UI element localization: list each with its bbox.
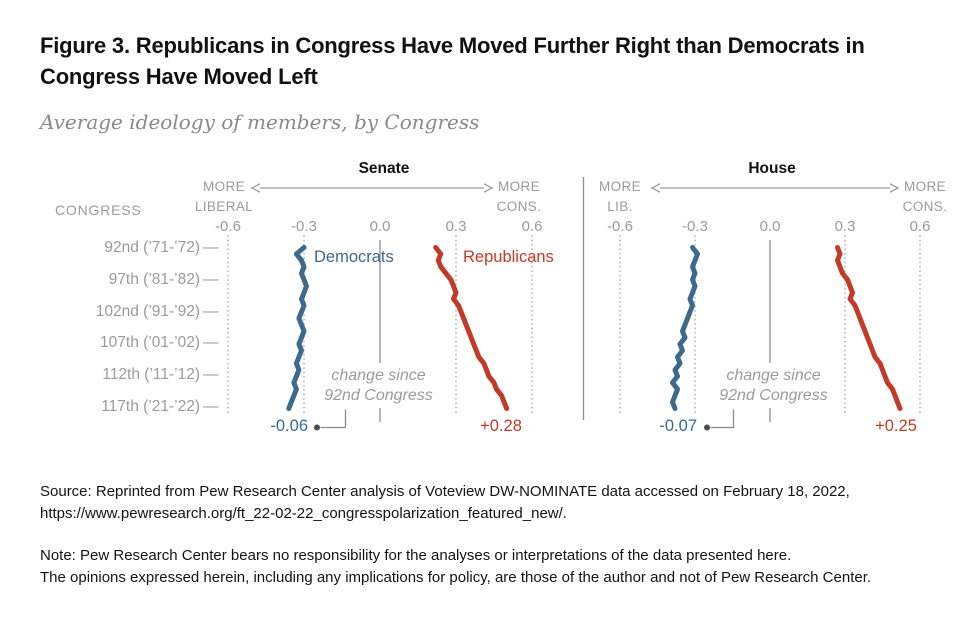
democrats-line-senate [286, 245, 309, 411]
senate-change-annotation: change since 92nd Congress [324, 367, 433, 404]
house-change-annotation: change since 92nd Congress [719, 367, 828, 404]
congress-axis-header: CONGRESS [55, 202, 142, 218]
congress-row-label: 92nd (’71-’72) [104, 239, 200, 256]
house-more-lib-label: MORE LIB. [598, 179, 642, 214]
house-tick-label: 0.6 [909, 218, 931, 235]
row-tick-dash: — [203, 334, 219, 351]
figure-title-line2: Congress Have Moved Left [40, 64, 318, 89]
house-tick-label: 0.3 [834, 218, 856, 235]
connector-dot [314, 424, 320, 431]
congress-row-label: 117th (’21-’22) [101, 398, 200, 415]
note-text-line1: Note: Pew Research Center bears no respo… [40, 547, 792, 564]
senate-tick-label: -0.6 [215, 218, 241, 235]
house-tick-label: -0.3 [682, 218, 708, 235]
senate-tick-label: -0.3 [291, 218, 317, 235]
senate-axis-arrow [250, 183, 494, 193]
senate-tick-label: 0.6 [521, 218, 543, 235]
congress-row-label: 112th (’11-’12) [102, 366, 200, 383]
congress-row-label: 107th (’01-’02) [100, 334, 200, 351]
house-tick-label: 0.0 [759, 218, 781, 235]
senate-rep-change-value: +0.28 [480, 417, 522, 435]
senate-change-connector [314, 409, 347, 431]
house-rep-change-value: +0.25 [875, 417, 917, 435]
house-panel-title: House [748, 160, 796, 177]
senate-dem-change-value: -0.06 [270, 417, 308, 435]
house-more-cons-label: MORE CONS. [902, 179, 948, 214]
figure-title-line1: Figure 3. Republicans in Congress Have M… [40, 33, 865, 58]
row-tick-dash: — [203, 239, 219, 256]
senate-more-liberal-label: MORE LIBERAL [194, 179, 254, 214]
democrats-legend-label: Democrats [314, 248, 394, 266]
senate-tick-label: 0.3 [445, 218, 467, 235]
republicans-legend-label: Republicans [463, 248, 554, 266]
house-dem-change-value: -0.07 [659, 417, 697, 435]
note-text-line2: The opinions expressed herein, including… [40, 569, 872, 586]
source-text-line1: Source: Reprinted from Pew Research Cent… [40, 483, 850, 500]
senate-tick-label: 0.0 [369, 218, 391, 235]
house-tick-label: -0.6 [607, 218, 633, 235]
democrats-line-house [670, 245, 700, 411]
house-axis-arrow [650, 183, 900, 193]
source-text-line2: https://www.pewresearch.org/ft_22-02-22_… [40, 505, 567, 522]
connector-dot [704, 424, 710, 431]
republicans-line-house [835, 245, 903, 411]
row-tick-dash: — [203, 366, 219, 383]
house-change-connector [704, 409, 735, 431]
row-tick-dash: — [203, 271, 219, 288]
republicans-line-senate [433, 245, 510, 411]
row-tick-dash: — [203, 303, 219, 320]
senate-panel-title: Senate [358, 160, 410, 177]
figure-subtitle: Average ideology of members, by Congress [40, 110, 480, 134]
congress-row-label: 102nd (’91-’92) [95, 303, 200, 320]
senate-more-cons-label: MORE CONS. [496, 179, 542, 214]
congress-row-label: 97th (’81-’82) [108, 271, 200, 288]
row-tick-dash: — [203, 398, 219, 415]
